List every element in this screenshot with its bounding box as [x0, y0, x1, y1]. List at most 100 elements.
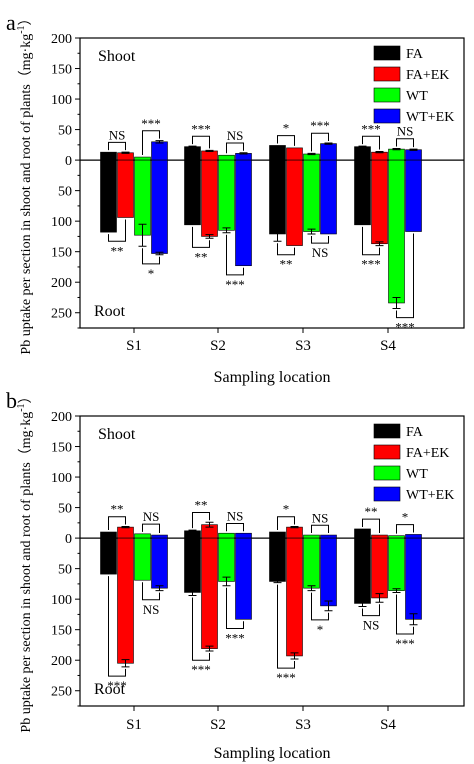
root-significance-label: *** [395, 320, 415, 335]
root-significance-bracket [142, 582, 160, 601]
shoot-bar [286, 526, 303, 539]
root-error-bar [222, 227, 231, 234]
shoot-bar [100, 531, 117, 539]
root-significance-bracket [108, 219, 126, 242]
shoot-significance-bracket [108, 141, 126, 151]
legend-swatch [373, 444, 401, 460]
shoot-significance-label: NS [397, 124, 414, 139]
x-axis-label: Sampling location [214, 745, 331, 762]
shoot-significance-label: NS [312, 510, 329, 525]
legend-entry: FA [406, 47, 424, 62]
plot-frame [79, 37, 465, 329]
y-axis-label-sup: -1 [16, 25, 27, 33]
shoot-significance-bracket [192, 511, 210, 529]
shoot-significance-label: ** [365, 504, 378, 519]
shoot-label: Shoot [98, 426, 136, 443]
root-significance-bracket [192, 226, 210, 248]
root-bar [388, 537, 405, 591]
y-tick-label: 100 [51, 593, 72, 608]
shoot-bar [201, 150, 218, 161]
y-tick-label: 100 [51, 93, 72, 108]
shoot-error-bar [205, 521, 214, 528]
root-bar [320, 537, 337, 607]
legend-entry: WT+EK [406, 110, 454, 125]
root-bar [354, 159, 371, 226]
y-tick-label: 0 [65, 532, 72, 547]
y-axis-label: Pb uptake per section in shoot and root … [16, 389, 34, 732]
y-tick-label: 150 [51, 246, 72, 261]
shoot-error-bar [358, 145, 367, 148]
shoot-significance-label: * [402, 510, 409, 525]
shoot-significance-label: *** [141, 116, 161, 131]
root-significance-label: *** [225, 630, 245, 645]
x-tick-label: S3 [295, 717, 311, 733]
root-bar [134, 537, 151, 581]
root-significance-bracket [362, 226, 380, 256]
y-tick-label: 250 [51, 685, 72, 700]
root-significance-bracket [277, 584, 295, 669]
y-axis-label: Pb uptake per section in shoot and root … [16, 11, 34, 354]
x-tick-label: S1 [126, 717, 142, 733]
y-tick-label: 50 [58, 502, 72, 517]
root-significance-label: *** [191, 662, 211, 677]
root-bar [354, 537, 371, 604]
shoot-bar [269, 145, 286, 161]
root-bar [371, 537, 388, 599]
shoot-error-bar [307, 152, 316, 156]
root-error-bar [358, 599, 367, 607]
shoot-significance-bracket [396, 524, 414, 534]
shoot-significance-bracket [396, 138, 414, 148]
root-bar [235, 159, 252, 267]
root-bar [100, 159, 117, 233]
root-significance-bracket [311, 592, 329, 621]
shoot-error-bar [290, 526, 299, 529]
shoot-error-bar [188, 145, 197, 148]
root-bar [320, 159, 337, 235]
shoot-bar [117, 526, 134, 539]
shoot-significance-label: * [283, 502, 290, 517]
root-bar [269, 159, 286, 235]
root-bar [151, 537, 168, 589]
root-error-bar [375, 241, 384, 247]
shoot-error-bar [375, 151, 384, 154]
root-bar [371, 159, 388, 245]
root-significance-label: ** [195, 249, 208, 264]
shoot-significance-label: NS [143, 509, 160, 524]
legend-swatch [373, 486, 401, 502]
root-significance-bracket [192, 597, 210, 661]
shoot-error-bar [188, 529, 197, 532]
shoot-error-bar [155, 140, 164, 144]
shoot-bar [235, 532, 252, 539]
y-tick-label: 0 [65, 154, 72, 169]
shoot-significance-bracket [362, 135, 380, 150]
x-tick-label: S1 [126, 338, 142, 354]
shoot-bar [354, 146, 371, 161]
shoot-error-bar [324, 142, 333, 145]
panel-label: b [6, 388, 17, 413]
legend-swatch [373, 108, 401, 124]
shoot-significance-bracket [192, 135, 210, 149]
legend-entry: WT+EK [406, 488, 454, 503]
root-significance-bracket [142, 248, 160, 265]
legend-swatch [373, 423, 401, 439]
root-significance-label: * [148, 266, 155, 281]
y-axis-label-text: Pb uptake per section in shoot and root … [18, 412, 34, 733]
root-error-bar [409, 613, 418, 626]
y-tick-label: 50 [58, 185, 72, 200]
root-bar [286, 537, 303, 657]
root-error-bar [290, 652, 299, 660]
y-tick-label: 200 [51, 32, 72, 47]
legend-entry: WT [406, 89, 428, 104]
root-error-bar [138, 223, 147, 247]
root-error-bar [205, 234, 214, 239]
shoot-significance-bracket [362, 518, 380, 534]
root-significance-label: NS [143, 602, 160, 617]
shoot-significance-bracket [142, 130, 160, 156]
y-tick-label: 250 [51, 307, 72, 322]
x-tick-label: S4 [380, 338, 396, 354]
shoot-bar [320, 534, 337, 539]
y-axis-label-text: Pb uptake per section in shoot and root … [18, 34, 34, 355]
root-bar [303, 159, 320, 232]
root-error-bar [121, 659, 130, 668]
